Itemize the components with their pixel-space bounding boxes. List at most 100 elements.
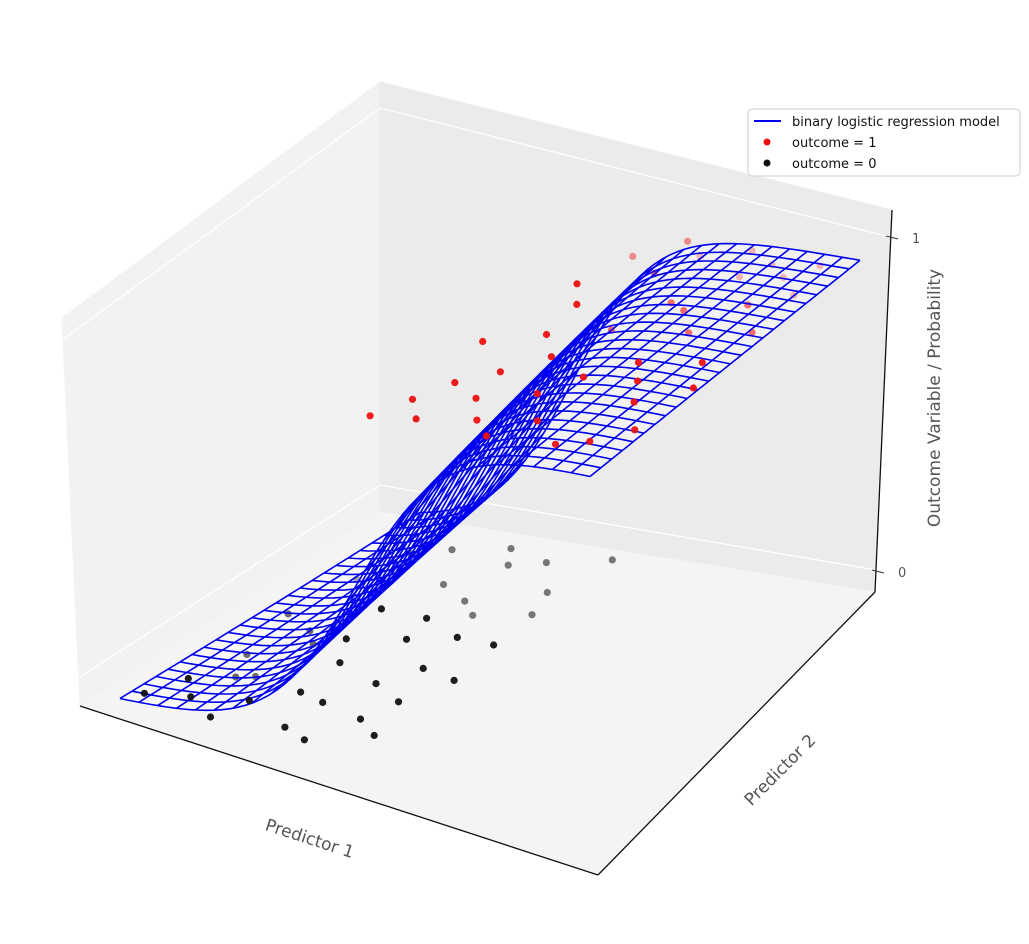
scatter-point-outcome-0 <box>504 561 512 569</box>
surface-grid-line-y <box>288 369 580 681</box>
surface-grid-line-y <box>119 511 421 700</box>
surface-grid-line-x <box>239 374 699 631</box>
scatter-point-outcome-0 <box>206 713 215 721</box>
legend-label-outcome-1: outcome = 1 <box>792 136 876 151</box>
surface-grid-line-y <box>457 243 738 473</box>
scatter-point-outcome-1 <box>473 416 481 424</box>
scatter-point-outcome-0 <box>423 614 431 622</box>
scatter-point-outcome-1 <box>579 373 588 381</box>
scatter-point-outcome-0 <box>542 559 551 567</box>
scatter-point-outcome-1 <box>629 252 637 260</box>
legend-label-model: binary logistic regression model <box>792 115 1000 130</box>
legend-dot-outcome-1 <box>763 138 771 146</box>
scatter-point-outcome-1 <box>451 379 459 387</box>
scatter-point-outcome-1 <box>479 337 487 346</box>
scatter-point-outcome-1 <box>533 390 541 398</box>
z-axis-line <box>874 209 893 593</box>
scatter-point-outcome-0 <box>281 723 289 731</box>
scatter-point-outcome-1 <box>573 280 581 288</box>
surface-grid-line-x <box>203 400 666 655</box>
grid-line-z0-left <box>74 484 381 681</box>
scatter-point-outcome-1 <box>684 237 692 245</box>
scatter-point-outcome-0 <box>245 697 253 705</box>
scatter-point-outcome-1 <box>735 273 744 281</box>
scatter-point-outcome-1 <box>547 353 556 361</box>
scatter-point-outcome-1 <box>689 384 698 392</box>
x-axis-line <box>79 705 599 876</box>
scatter-point-outcome-1 <box>482 432 490 440</box>
surface-grid-line-x <box>275 347 731 607</box>
y-axis-line <box>597 591 876 876</box>
scatter-point-outcome-0 <box>528 611 536 619</box>
scatter-point-outcome-1 <box>551 440 560 448</box>
surface-grid-line-y <box>175 502 474 709</box>
scatter-point-outcome-0 <box>336 659 344 667</box>
scatter-point-outcome-0 <box>402 635 411 643</box>
scatter-point-outcome-0 <box>377 605 385 613</box>
scatter-point-outcome-0 <box>372 680 380 688</box>
scatter-point-outcome-1 <box>496 368 504 376</box>
scatter-point-outcome-0 <box>187 693 195 701</box>
surface-grid-line-y <box>476 244 755 468</box>
surface-grid-line-y <box>401 248 685 516</box>
surface-grid-line-y <box>514 248 791 466</box>
z-tick-1 <box>885 235 899 240</box>
surface-grid-line-y <box>382 256 667 542</box>
surface-grid-line-x <box>167 427 634 679</box>
surface-grid-line-x <box>263 356 720 615</box>
surface-grid-line-y <box>551 253 826 471</box>
scatter-point-outcome-0 <box>419 664 427 673</box>
legend-dot-outcome-0 <box>763 159 771 167</box>
scatter-point-outcome-1 <box>630 398 638 406</box>
scatter-point-outcome-0 <box>439 580 448 589</box>
scatter-point-outcome-1 <box>634 377 642 385</box>
scatter-point-outcome-1 <box>586 437 594 445</box>
scatter-point-outcome-1 <box>573 300 581 308</box>
grid-line-z1-left <box>61 107 381 341</box>
surface-grid-line-x <box>299 330 753 591</box>
scatter-point-outcome-0 <box>394 698 403 706</box>
grid-line-z1-right <box>379 107 891 238</box>
scatter-point-outcome-0 <box>453 633 461 642</box>
legend-label-outcome-0: outcome = 0 <box>792 157 876 172</box>
surface-grid-line-x <box>215 392 677 647</box>
surface-grid-line-x <box>227 383 688 639</box>
scatter-point-outcome-0 <box>356 715 365 723</box>
scatter-point-outcome-0 <box>461 597 469 605</box>
scatter-point-outcome-0 <box>448 546 456 554</box>
scatter-point-outcome-0 <box>608 556 616 564</box>
scatter-point-outcome-0 <box>319 698 327 707</box>
scatter-point-outcome-0 <box>543 588 551 597</box>
surface-grid-line-x <box>155 436 623 687</box>
surface-grid-line-y <box>570 256 843 474</box>
surface-grid-line-x <box>191 409 655 663</box>
scatter-point-outcome-0 <box>297 688 305 696</box>
surface-grid-line-y <box>307 336 597 661</box>
scatter-point-outcome-1 <box>472 394 480 402</box>
x-axis-label: Predictor 1 <box>263 815 357 863</box>
scatter-point-outcome-0 <box>370 731 378 740</box>
scatter-point-outcome-1 <box>698 359 706 367</box>
scatter-point-outcome-1 <box>408 395 417 403</box>
y-axis-label: Predictor 2 <box>741 731 820 810</box>
scatter-point-outcome-1 <box>680 307 688 315</box>
scatter-point-outcome-1 <box>412 415 420 423</box>
scatter-point-outcome-0 <box>469 611 477 619</box>
surface-grid-line-y <box>533 250 808 468</box>
z-tick-label-1: 1 <box>912 232 920 247</box>
scatter-point-outcome-0 <box>140 689 148 697</box>
legend-box <box>747 108 1021 177</box>
scatter-point-outcome-0 <box>300 736 308 744</box>
scatter-point-outcome-1 <box>631 426 639 434</box>
scatter-point-outcome-0 <box>184 674 192 683</box>
scatter-front-group <box>140 330 706 744</box>
scatter-point-outcome-0 <box>450 676 458 685</box>
scatter-point-outcome-1 <box>366 412 374 420</box>
scatter-point-outcome-1 <box>634 358 643 366</box>
z-axis-label: Outcome Variable / Probability <box>925 269 945 527</box>
surface-grid-line-y <box>232 459 527 709</box>
surface-grid-line-y <box>363 267 650 573</box>
surface-fill <box>120 243 860 711</box>
